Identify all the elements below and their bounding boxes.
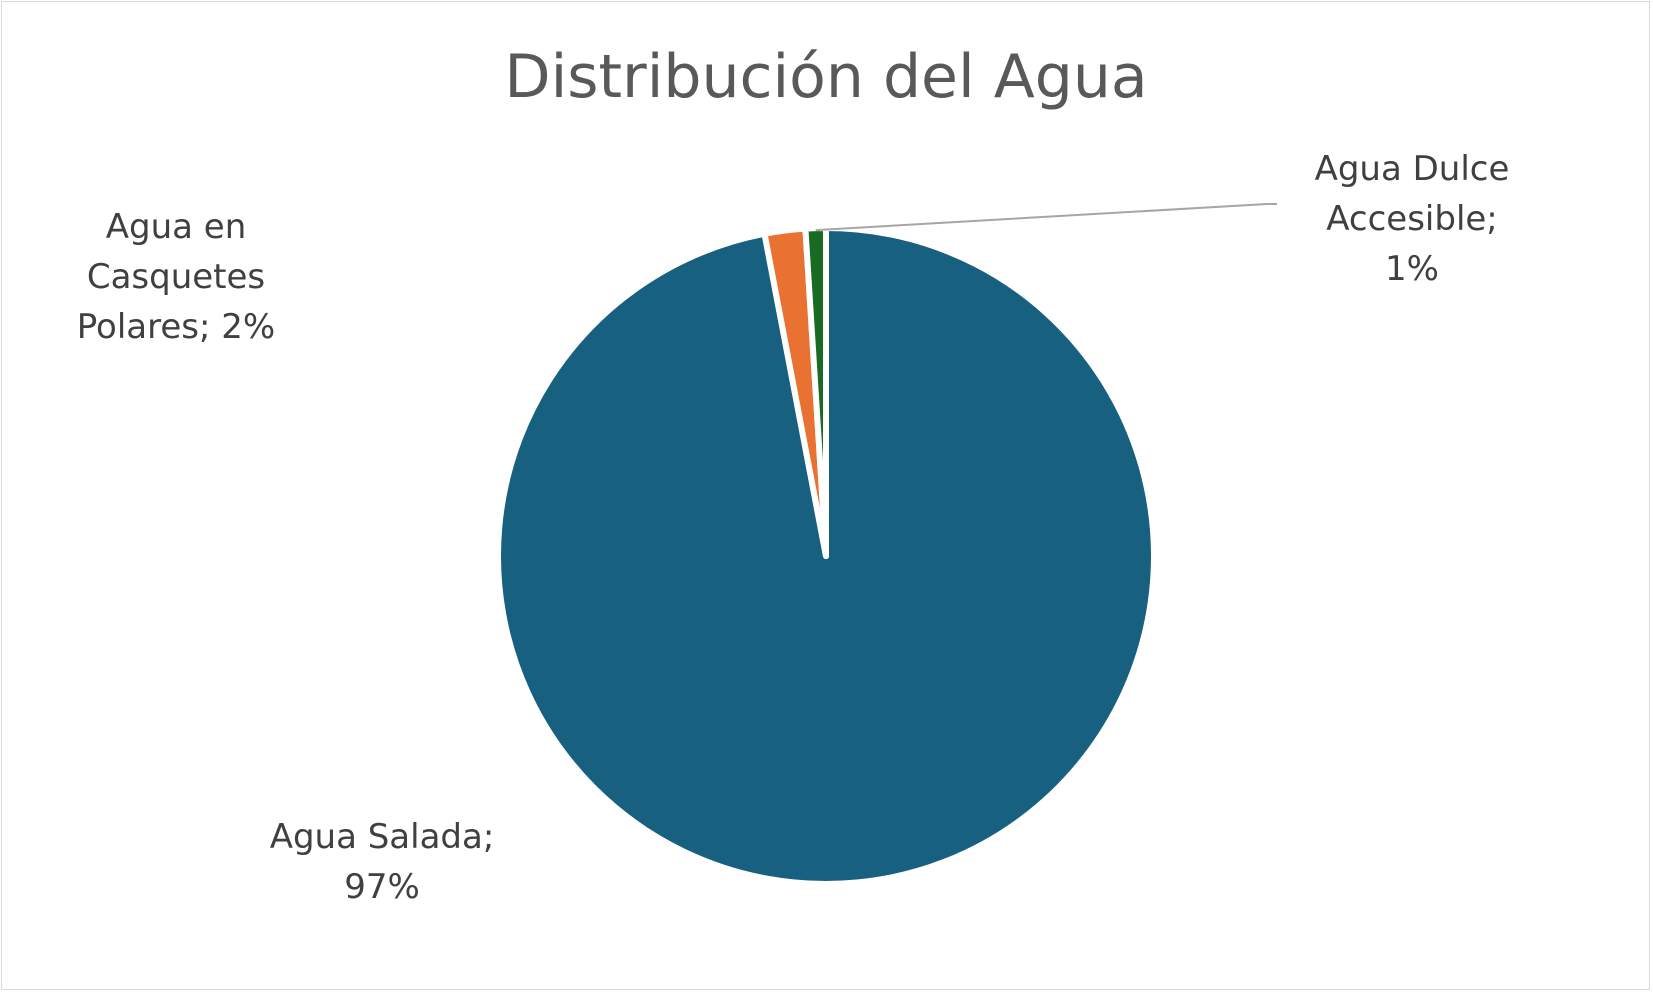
- data-label-agua-casquetes-polares: Agua en Casquetes Polares; 2%: [77, 207, 275, 347]
- leader-lines: [815, 203, 1277, 232]
- pie-slices: [495, 225, 1157, 887]
- data-label-line: Accesible;: [1326, 199, 1498, 239]
- data-label-line: Agua en: [106, 207, 247, 247]
- data-label-line: Polares; 2%: [77, 307, 275, 347]
- data-label-line: 97%: [344, 867, 420, 907]
- data-label-line: 1%: [1385, 249, 1439, 289]
- pie-slice-agua-dulce-accesible: [802, 225, 829, 559]
- data-label-line: Casquetes: [87, 257, 265, 297]
- leader-line-agua-dulce-accesible: [815, 203, 1277, 232]
- data-label-agua-salada: Agua Salada; 97%: [270, 817, 495, 907]
- chart-title: Distribución del Agua: [504, 42, 1147, 112]
- data-label-line: Agua Salada;: [270, 817, 495, 857]
- data-label-agua-dulce-accesible: Agua Dulce Accesible; 1%: [1315, 149, 1510, 289]
- data-labels: Agua Salada; 97% Agua en Casquetes Polares; …: [77, 149, 1510, 907]
- data-label-line: Agua Dulce: [1315, 149, 1510, 189]
